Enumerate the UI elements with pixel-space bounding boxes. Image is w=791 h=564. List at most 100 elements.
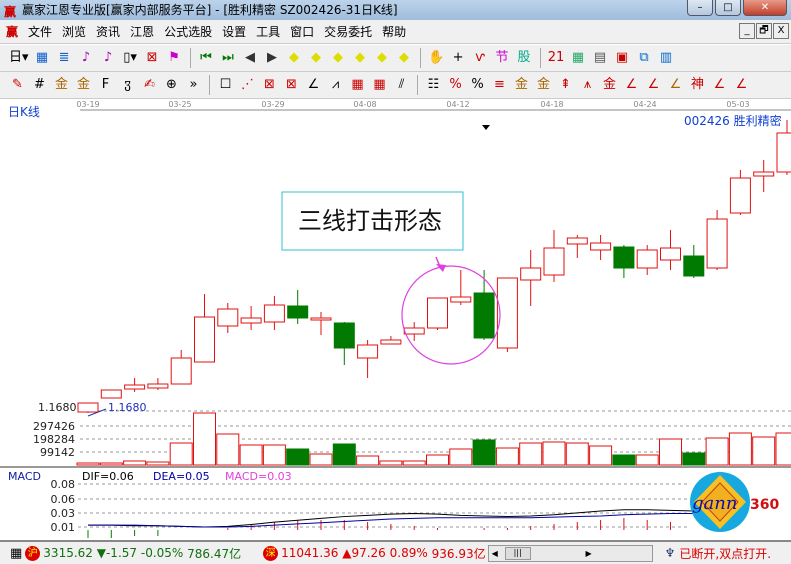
menu-item-5[interactable]: 设置 — [222, 25, 247, 39]
save-icon[interactable]: ▣ — [615, 50, 629, 65]
scroll-thumb[interactable]: ||| — [504, 546, 531, 560]
candle-body — [729, 177, 751, 214]
menu-item-4[interactable]: 公式选股 — [164, 25, 213, 39]
gold1-icon[interactable]: 金 — [54, 77, 68, 92]
logo-number: 360 — [750, 497, 779, 513]
percent-line-icon[interactable]: % — [449, 77, 462, 92]
note-icon[interactable]: ≣ — [58, 50, 70, 65]
candle-dropdown[interactable]: ▯▾ — [123, 50, 137, 65]
gann-grid-icon[interactable]: ⊠ — [286, 77, 297, 92]
angle5-icon[interactable]: ∠ — [713, 77, 726, 92]
gold-angle-icon[interactable]: ∠ — [669, 77, 682, 92]
connection-status[interactable]: 已断开,双点打开. — [679, 546, 772, 561]
j-angle-icon[interactable]: ∠ — [625, 77, 638, 92]
gold3-icon[interactable]: 金 — [602, 77, 616, 92]
indicator3-icon[interactable]: ♪ — [81, 50, 91, 65]
chart-icon[interactable]: ▦ — [35, 50, 49, 65]
menu-item-8[interactable]: 交易委托 — [324, 25, 373, 39]
angle6-icon[interactable]: ∠ — [735, 77, 748, 92]
horizontal-scrollbar[interactable]: ◀ ||| ▶ — [487, 544, 653, 562]
volume-bar — [775, 432, 791, 466]
toolbar-separator — [539, 48, 541, 68]
f-icon[interactable]: F — [101, 77, 110, 92]
spiral-icon[interactable]: ჳ — [124, 77, 131, 92]
menu-item-3[interactable]: 江恩 — [130, 25, 155, 39]
plugin-icon[interactable]: ▥ — [659, 50, 673, 65]
menu-item-6[interactable]: 工具 — [256, 25, 281, 39]
table-icon[interactable]: ☷ — [427, 77, 440, 92]
right-diamond-icon[interactable]: ◆ — [311, 50, 322, 65]
volume-bar — [589, 445, 613, 466]
scroll-right-icon[interactable]: ▶ — [585, 548, 592, 558]
expand-diamond-icon[interactable]: ◆ — [333, 50, 344, 65]
mdi-close-button[interactable]: X — [773, 23, 789, 39]
box-icon[interactable]: ☐ — [219, 77, 232, 92]
period-dropdown[interactable]: 日▾ — [9, 50, 29, 65]
crosshair-icon[interactable]: + — [452, 50, 464, 65]
gold-ruler-icon[interactable]: 金 — [536, 77, 550, 92]
stock-icon[interactable]: 股 — [517, 50, 531, 65]
indicator9-icon[interactable]: ♪ — [103, 50, 113, 65]
grid-icon[interactable]: ⊠ — [146, 50, 158, 65]
updown-diamond-icon[interactable]: ◆ — [399, 50, 410, 65]
close-button[interactable]: ✕ — [743, 0, 787, 16]
shrink-diamond-icon[interactable]: ◆ — [377, 50, 388, 65]
more-icon[interactable]: » — [189, 77, 198, 92]
brush-icon[interactable]: ✍ — [144, 77, 155, 92]
square-grid-icon[interactable]: ▦ — [351, 77, 364, 92]
prev-icon[interactable]: ◀ — [245, 50, 256, 65]
menu-item-2[interactable]: 资讯 — [96, 25, 121, 39]
f-angle-icon[interactable]: ∠ — [647, 77, 660, 92]
first-icon[interactable]: ⏮ — [200, 50, 212, 65]
left-diamond-icon[interactable]: ◆ — [289, 50, 300, 65]
flag-icon[interactable]: ⚑ — [168, 50, 180, 65]
zoom-diamond-icon[interactable]: ◆ — [355, 50, 366, 65]
pen-icon[interactable]: ✎ — [12, 77, 23, 92]
tool1-icon[interactable]: ⇞ — [560, 77, 571, 92]
parallel-icon[interactable]: ⫽ — [398, 77, 405, 92]
circle-grid-icon[interactable]: ⊕ — [166, 77, 177, 92]
calculator-icon[interactable]: ▦ — [571, 50, 585, 65]
next-icon[interactable]: ▶ — [267, 50, 278, 65]
document-icon[interactable]: ▤ — [593, 50, 607, 65]
date-tick: 04-24 — [633, 100, 656, 109]
menu-item-1[interactable]: 浏览 — [62, 25, 87, 39]
zigzag-icon[interactable]: ⱱ — [475, 50, 485, 65]
maximize-button[interactable]: □ — [715, 0, 741, 16]
toolbar-main: 日▾ ▦ ≣ ♪ ♪ ▯▾ ⊠ ⚑ ⏮ ⏭ ◀ ▶ ◆ ◆ ◆ ◆ ◆ ◆ ✋ + ⱱ 节股 21 ▦ ▤ ▣ ⧉ ▥ — [0, 45, 791, 72]
period-label: 日K线 — [8, 105, 40, 119]
mdi-restore-button[interactable]: 🗗 — [756, 23, 772, 39]
square-grid2-icon[interactable]: ▦ — [373, 77, 386, 92]
scroll-left-icon[interactable]: ◀ — [491, 548, 498, 558]
network-icon[interactable]: ⧉ — [639, 50, 649, 65]
gann-box-icon[interactable]: ⊠ — [264, 77, 275, 92]
hand-icon[interactable]: ✋ — [427, 50, 445, 65]
menu-item-7[interactable]: 窗口 — [290, 25, 315, 39]
hash-icon[interactable]: # — [34, 77, 45, 92]
section-icon[interactable]: 节 — [495, 50, 509, 65]
calendar-icon[interactable]: 21 — [547, 50, 565, 65]
mdi-minimize-button[interactable]: _ — [739, 23, 755, 39]
gold2-icon[interactable]: 金 — [76, 77, 90, 92]
calendar-icon[interactable]: ▦ — [10, 545, 23, 561]
percent-ruler-icon[interactable]: ≡ — [494, 77, 505, 92]
volume-bar — [193, 412, 216, 466]
minimize-button[interactable]: – — [687, 0, 713, 16]
macd-label-dif: DIF=0.06 — [82, 470, 134, 483]
volume-bar — [682, 452, 706, 466]
menu-item-0[interactable]: 文件 — [28, 25, 53, 39]
kline-chart[interactable]: 03-19 03-25 03-29 04-08 04-12 04-18 04-24 05-03… — [0, 99, 791, 540]
tool2-icon[interactable]: ⩚ — [583, 77, 592, 92]
fan-icon[interactable]: ⋰ — [241, 77, 254, 92]
volume-bar — [239, 444, 263, 466]
god-angle-icon[interactable]: 神 — [690, 77, 704, 92]
volume-bar — [449, 448, 473, 466]
window-title: 赢家江恩专业版[赢家内部服务平台] - [胜利精密 SZ002426-31日K线… — [22, 3, 398, 17]
wave-icon[interactable]: ⩘ — [331, 77, 340, 92]
angle-icon[interactable]: ∠ — [307, 77, 320, 92]
gold-circle-icon[interactable]: 金 — [514, 77, 528, 92]
menu-item-9[interactable]: 帮助 — [382, 25, 407, 39]
date-tick: 04-18 — [540, 100, 563, 109]
percent-icon[interactable]: % — [471, 77, 484, 92]
last-icon[interactable]: ⏭ — [222, 50, 234, 65]
